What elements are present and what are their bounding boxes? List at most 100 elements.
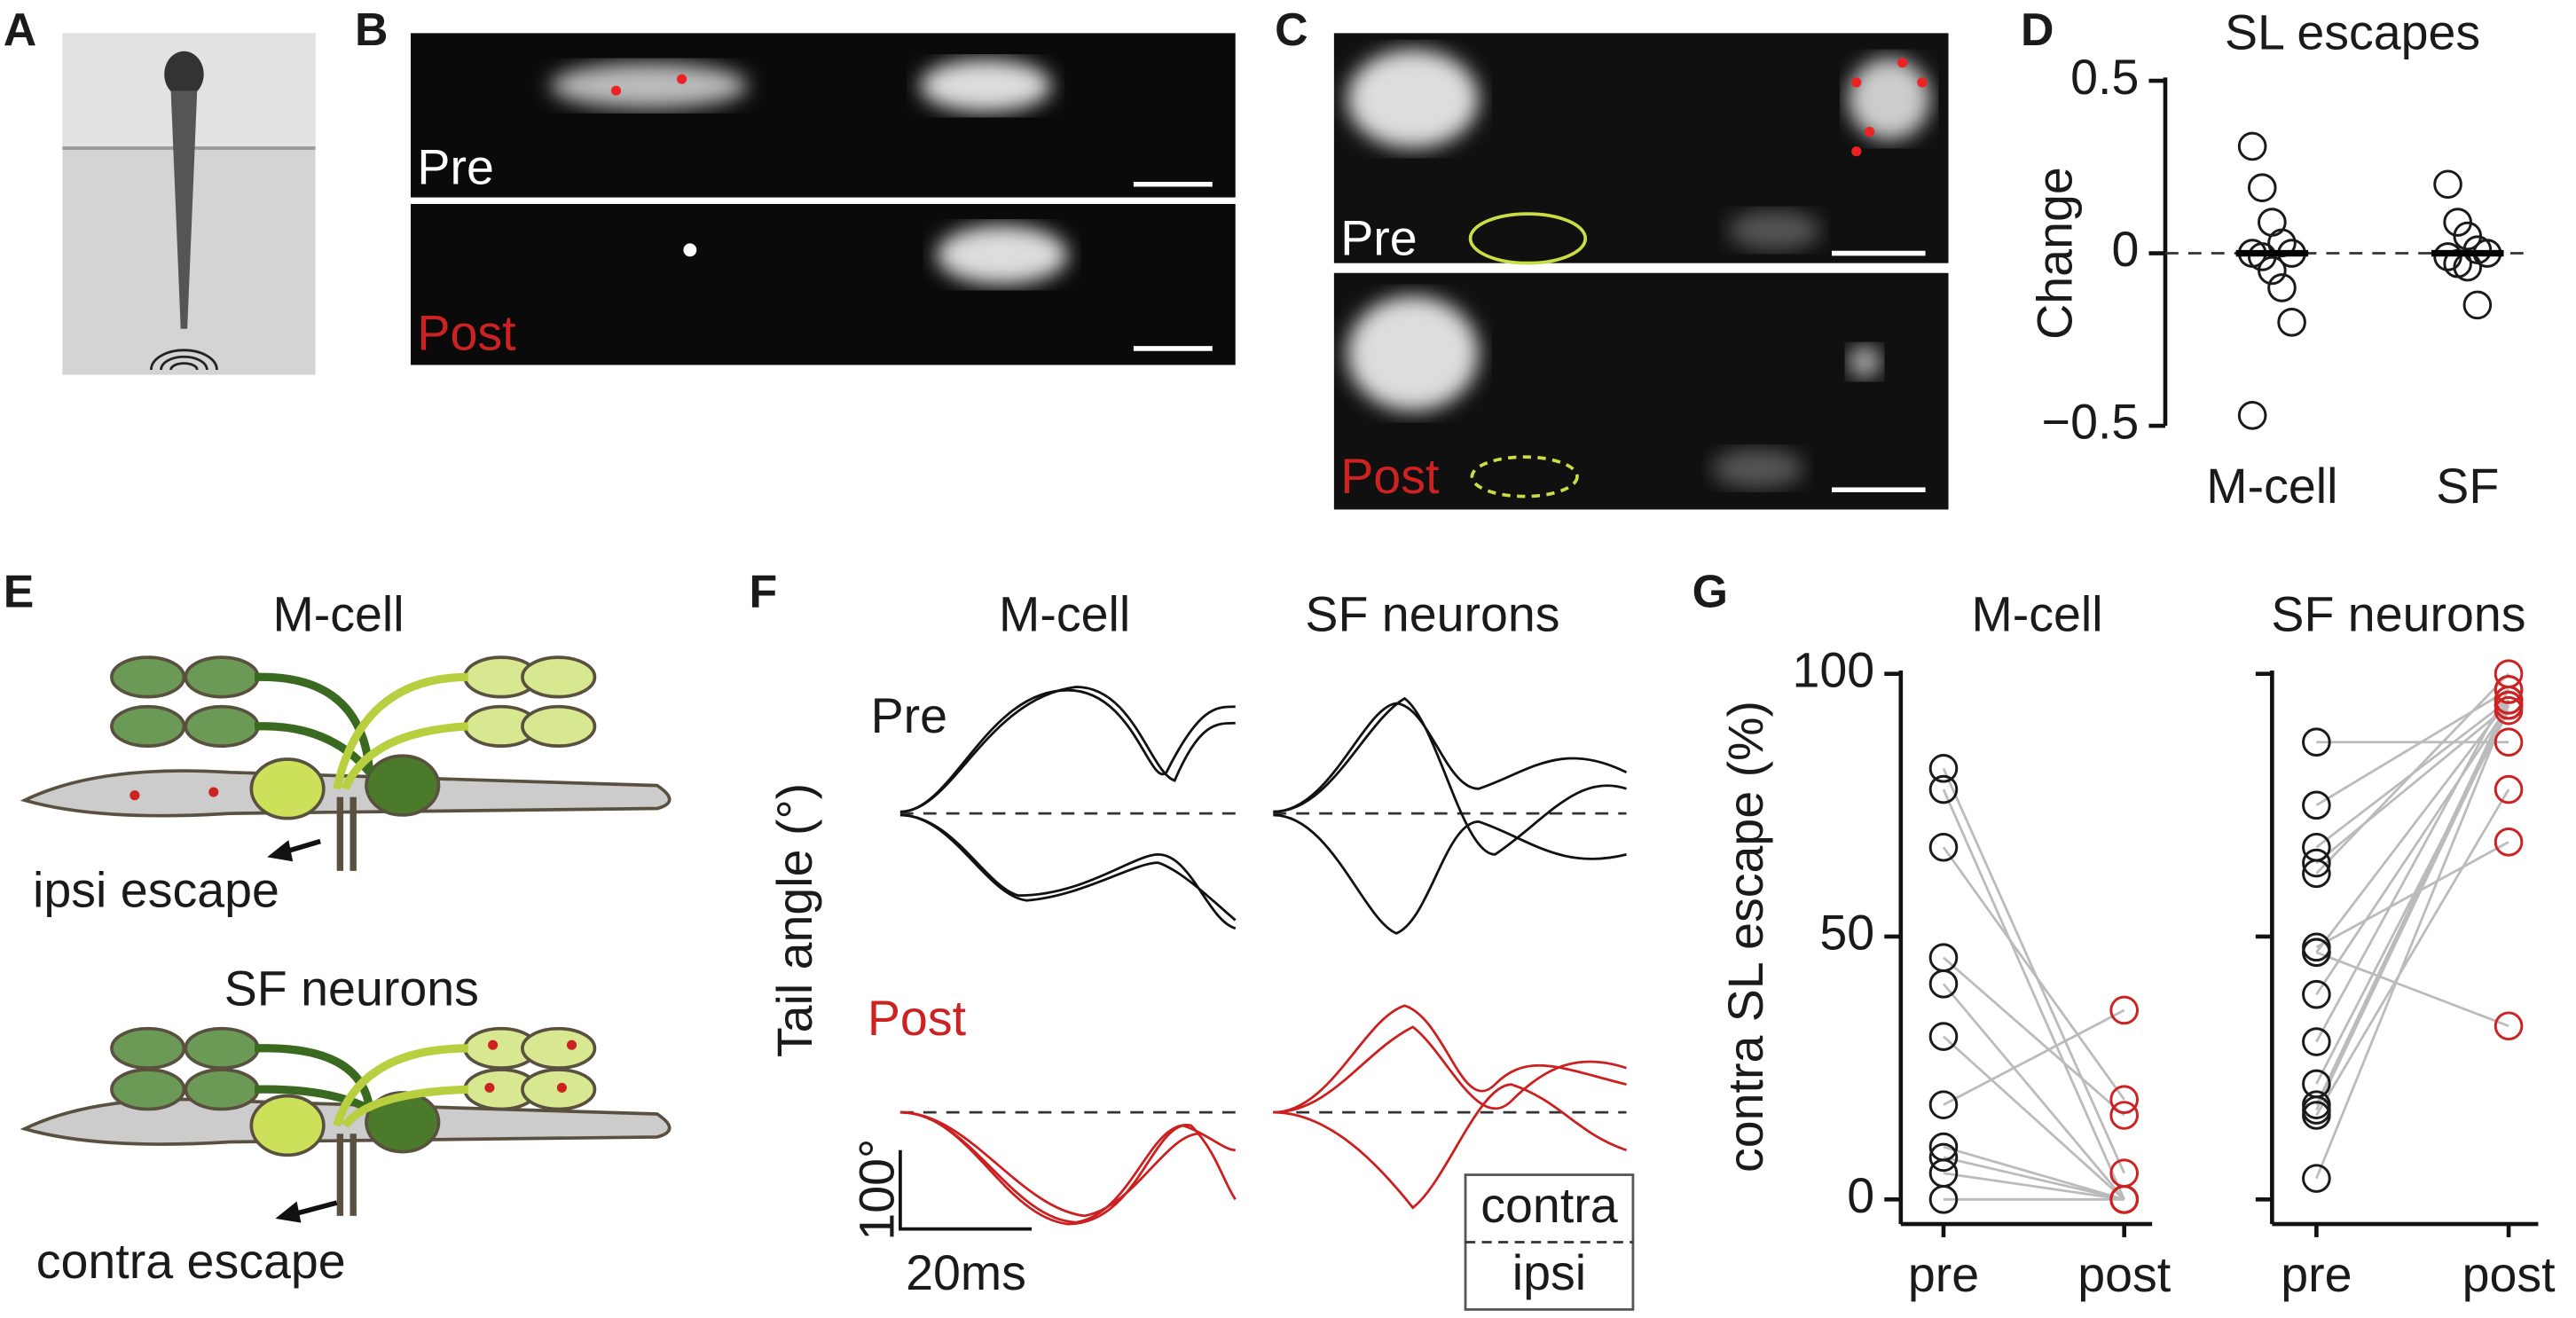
microscopy-image xyxy=(411,33,1236,365)
data-point xyxy=(2109,1158,2139,1188)
data-point xyxy=(2302,727,2331,757)
y-tick-label: 50 xyxy=(1819,906,1874,961)
data-point xyxy=(2237,401,2267,430)
data-point xyxy=(2302,1164,2331,1193)
pair-line xyxy=(1942,788,2125,1200)
data-point xyxy=(2302,859,2331,889)
y-tick-label: 0 xyxy=(1847,1168,1874,1223)
pair-line xyxy=(1943,1172,2124,1201)
panel-label: C xyxy=(1275,4,1308,55)
data-point xyxy=(2258,208,2287,237)
data-point xyxy=(1928,754,1959,783)
image-label: Pre xyxy=(1340,210,1417,265)
panel-label: B xyxy=(355,4,388,55)
y-axis-label: Tail angle (°) xyxy=(767,783,822,1057)
data-point xyxy=(2237,131,2267,161)
x-tick-label: pre xyxy=(1908,1247,1979,1302)
y-tick-label: 0.5 xyxy=(2070,50,2139,105)
data-point xyxy=(1928,1185,1959,1214)
panel-label: F xyxy=(750,565,778,616)
schematic-caption: contra escape xyxy=(36,1234,346,1289)
pair-line xyxy=(2315,699,2510,953)
data-point xyxy=(2433,169,2462,200)
data-point xyxy=(2258,255,2287,286)
pair-line xyxy=(1942,846,2125,1101)
microscopy-image xyxy=(1333,33,1949,510)
data-point xyxy=(2109,1085,2139,1115)
y-tick-label: 100 xyxy=(1792,642,1874,697)
data-point xyxy=(1928,774,1959,804)
data-point xyxy=(2462,290,2493,320)
chart-title: SL escapes xyxy=(2225,5,2480,60)
scale-bar-label: 100° xyxy=(849,1139,904,1241)
data-point xyxy=(2267,273,2297,302)
x-tick-label: pre xyxy=(2281,1247,2352,1302)
panel-label: D xyxy=(2021,4,2054,55)
y-tick-label: −0.5 xyxy=(2042,395,2140,450)
pair-line xyxy=(1943,1035,2125,1201)
pair-line xyxy=(1943,1156,2125,1201)
data-point xyxy=(2302,1027,2331,1056)
pair-line xyxy=(2315,788,2510,1117)
pair-line xyxy=(1942,767,2125,1174)
schematic xyxy=(20,655,671,1223)
pair-line xyxy=(2315,704,2509,865)
data-point xyxy=(2494,675,2524,704)
data-point xyxy=(1928,1022,1959,1051)
data-point xyxy=(2494,1011,2524,1041)
data-point xyxy=(2494,828,2524,857)
data-point xyxy=(1928,1142,1959,1173)
pair-line xyxy=(2315,704,2510,995)
schematic-dots xyxy=(130,787,577,1093)
data-point xyxy=(2302,979,2331,1009)
x-tick-label: post xyxy=(2462,1247,2556,1302)
scale-bar-label: 20ms xyxy=(906,1245,1026,1300)
image-label: Pre xyxy=(417,140,493,195)
chart-title: M-cell xyxy=(1971,586,2102,641)
data-point xyxy=(2494,659,2524,688)
traces xyxy=(899,686,1635,1311)
data-point xyxy=(2494,774,2524,804)
image-label: Post xyxy=(417,306,516,361)
data-point xyxy=(2109,1101,2139,1130)
y-tick-label: 0 xyxy=(2111,222,2139,277)
data-point xyxy=(2302,848,2331,878)
fish-image xyxy=(62,33,316,375)
data-point xyxy=(2247,173,2277,202)
panel-label: G xyxy=(1692,565,1728,616)
data-point xyxy=(1928,943,1959,972)
chart-title: SF neurons xyxy=(2271,586,2525,641)
schematic-title: SF neurons xyxy=(224,961,479,1016)
pair-line xyxy=(1942,983,2125,1201)
pair-line xyxy=(2315,672,2510,875)
data-point xyxy=(2302,938,2331,968)
row-label: Pre xyxy=(871,688,947,743)
pair-line xyxy=(2315,704,2510,1180)
data-point xyxy=(2109,1185,2139,1214)
pair-line xyxy=(2315,704,2510,1111)
pair-line xyxy=(1943,956,2125,1117)
pair-line xyxy=(2315,688,2510,1043)
data-point xyxy=(1928,1090,1959,1119)
panel-label: E xyxy=(4,565,35,616)
x-tick-label: post xyxy=(2077,1247,2172,1302)
data-point xyxy=(2494,690,2524,720)
schematic-caption: ipsi escape xyxy=(33,863,279,918)
y-axis-label: contra SL escape (%) xyxy=(1718,701,1773,1173)
column-title: M-cell xyxy=(999,586,1130,641)
data-point xyxy=(2302,1101,2331,1130)
data-point xyxy=(2302,790,2331,820)
pair-line xyxy=(2315,951,2509,1028)
schematic-title: M-cell xyxy=(272,586,404,641)
pair-line xyxy=(1943,1145,2125,1201)
x-tick-label: SF xyxy=(2436,459,2499,514)
pair-line xyxy=(1943,1008,2125,1106)
row-label: Post xyxy=(868,991,967,1046)
data-point xyxy=(1928,969,1959,999)
panel-label: A xyxy=(4,4,36,55)
y-axis-label: Change xyxy=(2027,167,2082,340)
data-point xyxy=(2277,308,2306,337)
legend-label: ipsi xyxy=(1512,1245,1586,1300)
